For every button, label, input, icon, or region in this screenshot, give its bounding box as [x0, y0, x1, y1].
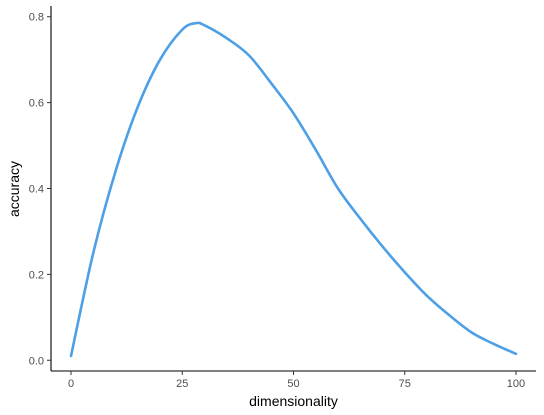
- y-tick-label: 0.0: [29, 355, 44, 367]
- axes: [50, 6, 536, 372]
- x-tick-label: 25: [176, 378, 188, 390]
- plot-area: [69, 21, 518, 358]
- x-tick-label: 75: [399, 378, 411, 390]
- x-tick-label: 100: [507, 378, 525, 390]
- x-axis-title: dimensionality: [249, 393, 338, 409]
- y-ticks: 0.0 0.2 0.4 0.6 0.8: [29, 12, 51, 367]
- x-ticks: 0 25 50 75 100: [68, 371, 525, 390]
- y-axis-title: accuracy: [6, 161, 22, 217]
- accuracy-series-line: [69, 21, 518, 358]
- x-tick-label: 50: [287, 378, 299, 390]
- y-tick-label: 0.4: [29, 184, 44, 196]
- y-tick-label: 0.2: [29, 269, 44, 281]
- y-tick-label: 0.6: [29, 98, 44, 110]
- x-tick-label: 0: [68, 378, 74, 390]
- y-tick-label: 0.8: [29, 12, 44, 24]
